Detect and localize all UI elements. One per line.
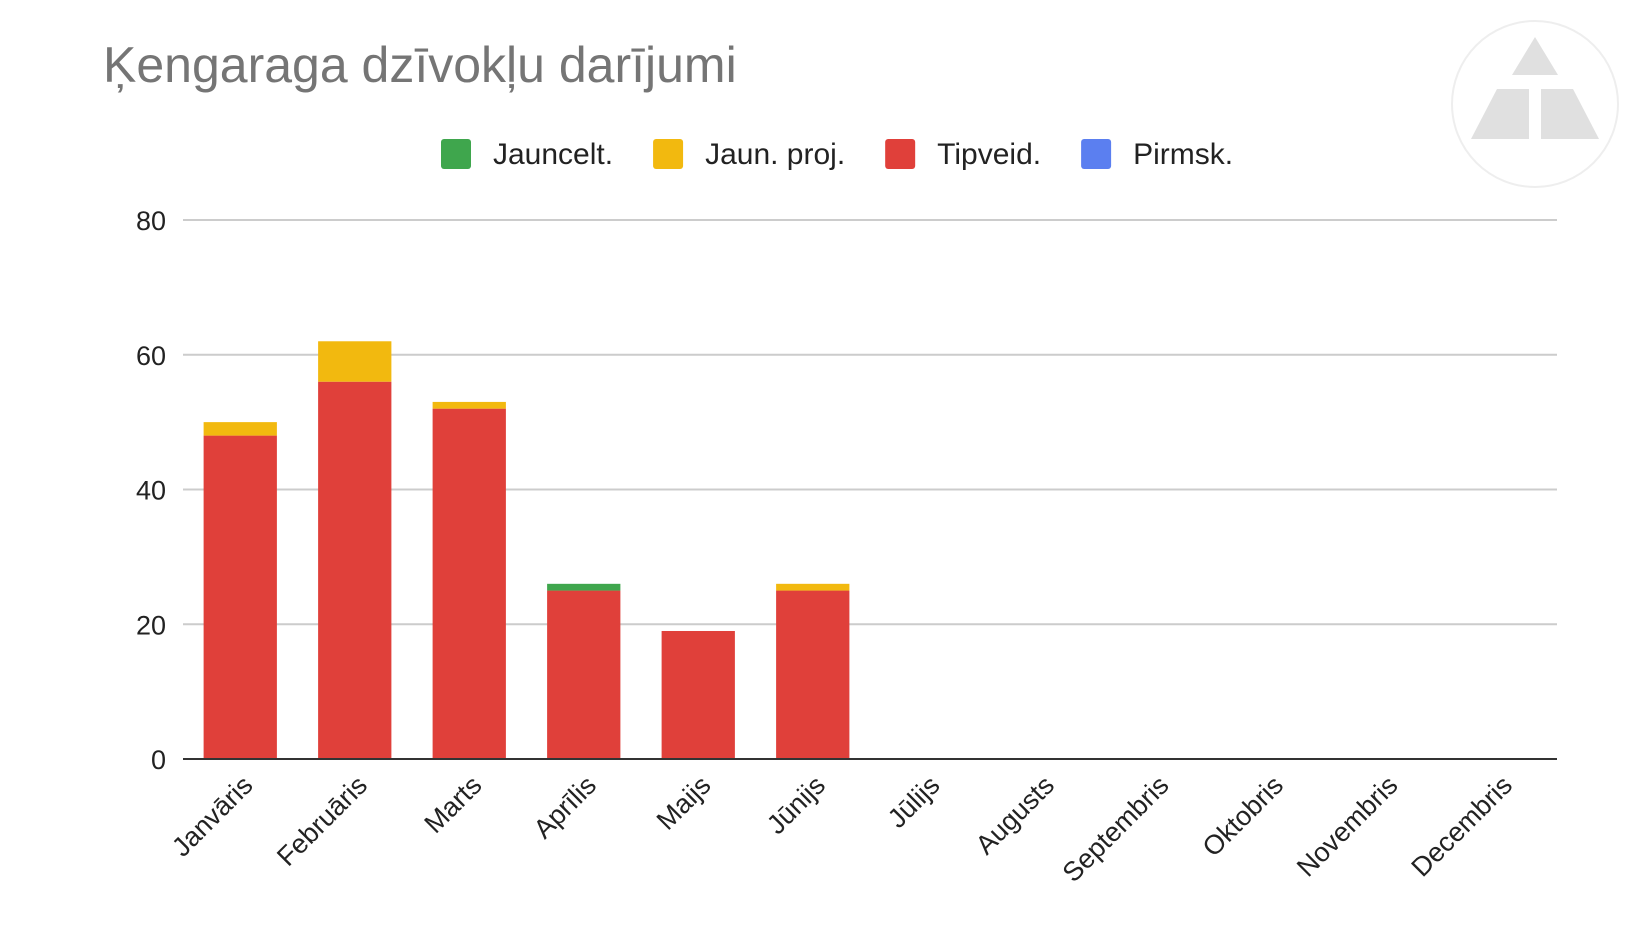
y-tick-label: 40	[136, 476, 166, 506]
legend-swatch-pirmsk	[1081, 139, 1112, 169]
bar-janvaris-tipveid	[203, 435, 277, 759]
bar-aprilis-tipveid	[547, 590, 621, 759]
x-tick-label-marts: Marts	[419, 770, 488, 839]
x-tick-label-janvaris: Janvāris	[166, 770, 258, 862]
legend-label-jaun-proj: Jaun. proj.	[705, 138, 845, 171]
logo-top-triangle	[1512, 37, 1558, 75]
bar-junijs-jaun-proj	[776, 583, 850, 591]
gridlines	[183, 219, 1557, 626]
logo-right-shape	[1541, 89, 1599, 139]
x-tick-label-junijs: Jūnijs	[761, 770, 831, 840]
y-tick-label: 20	[136, 610, 166, 640]
bar-janvaris-jaun-proj	[203, 422, 277, 436]
x-tick-label-augusts: Augusts	[970, 770, 1060, 860]
bar-junijs-tipveid	[776, 590, 850, 759]
legend: Jauncelt. Jaun. proj. Tipveid. Pirmsk.	[441, 138, 1233, 171]
logo-circle	[1451, 20, 1619, 188]
x-tick-label-decembris: Decembris	[1406, 770, 1518, 882]
x-tick-label-julijs: Jūlijs	[882, 770, 946, 834]
bar-februaris-jaun-proj	[318, 341, 392, 382]
x-tick-label-oktobris: Oktobris	[1197, 770, 1289, 862]
x-tick-label-novembris: Novembris	[1291, 770, 1403, 882]
y-tick-label: 60	[136, 341, 166, 371]
bar-februaris-tipveid	[318, 381, 392, 759]
y-tick-label: 80	[136, 206, 166, 236]
legend-label-pirmsk: Pirmsk.	[1133, 138, 1233, 171]
x-tick-label-septembris: Septembris	[1057, 770, 1175, 888]
x-tick-label-februaris: Februāris	[271, 770, 373, 872]
bars	[203, 341, 850, 759]
y-tick-label: 0	[151, 745, 166, 775]
x-tick-label-maijs: Maijs	[651, 770, 717, 836]
chart-title: Ķengaraga dzīvokļu darījumi	[103, 37, 737, 93]
legend-swatch-jaun-proj	[653, 139, 684, 169]
y-axis-ticks: 0 20 40 60 80	[136, 206, 166, 775]
legend-swatch-tipveid	[885, 139, 916, 169]
legend-swatch-jauncelt	[441, 139, 471, 169]
legend-label-jauncelt: Jauncelt.	[493, 138, 613, 171]
bar-aprilis-jauncelt	[547, 583, 621, 591]
legend-label-tipveid: Tipveid.	[937, 138, 1041, 171]
bar-maijs-tipveid	[661, 630, 735, 759]
logo-left-shape	[1471, 89, 1529, 139]
bar-marts-jaun-proj	[432, 401, 506, 409]
x-tick-label-aprilis: Aprīlis	[528, 770, 602, 844]
logo-watermark	[1451, 20, 1619, 188]
x-axis-labels: Janvāris Februāris Marts Aprīlis Maijs Jūnijs…	[166, 770, 1518, 888]
bar-marts-tipveid	[432, 408, 506, 759]
